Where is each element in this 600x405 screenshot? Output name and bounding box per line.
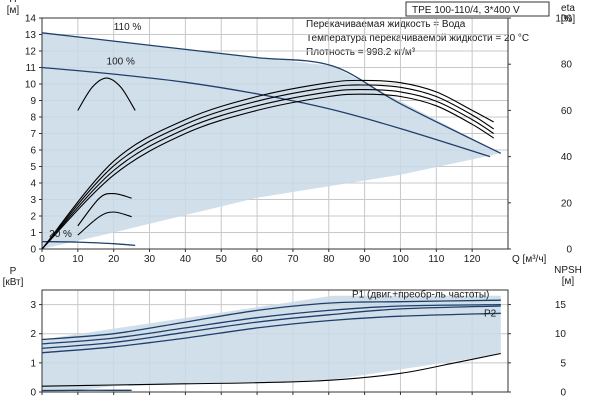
- top-x-tick-label: 30: [144, 254, 156, 265]
- top-right-tick-label: 80: [561, 60, 573, 71]
- fluid-notes: Перекачиваемая жидкость = Вода Температу…: [306, 19, 529, 58]
- top-x-tick-label: 80: [323, 254, 335, 265]
- bottom-right-tick-label: 0: [560, 388, 566, 399]
- bottom-operating-range-area: [42, 296, 501, 392]
- top-left-tick-label: 1: [30, 228, 36, 239]
- top-left-tick-label: 8: [30, 113, 36, 124]
- top-x-tick-label: 90: [359, 254, 371, 265]
- title-box-text: TPE 100-110/4, 3*400 V: [412, 5, 520, 16]
- top-right-tick-label: 20: [561, 198, 573, 209]
- top-left-axis-unit: [м]: [7, 5, 20, 16]
- top-left-tick-label: 11: [26, 63, 37, 74]
- p2-series-label: P2: [484, 308, 497, 319]
- bottom-right-tick-label: 10: [555, 329, 567, 340]
- top-x-tick-label: 100: [392, 254, 409, 265]
- bottom-right-axis-unit: [м]: [562, 276, 575, 287]
- top-x-tick-label: 10: [72, 254, 84, 265]
- top-right-axis-label: eta: [561, 3, 575, 14]
- top-left-tick-label: 12: [25, 47, 37, 58]
- top-x-axis-label: Q [м³/ч]: [512, 254, 547, 265]
- top-left-tick-label: 2: [30, 212, 36, 223]
- curve-label-110: 110 %: [114, 22, 142, 33]
- bottom-left-axis-label: P: [10, 266, 17, 277]
- top-right-tick-label: 60: [561, 106, 573, 117]
- top-x-tick-label: 40: [180, 254, 192, 265]
- bottom-right-axis-label: NPSH: [554, 265, 582, 276]
- bottom-right-tick-label: 5: [560, 358, 566, 369]
- top-left-tick-label: 4: [30, 179, 36, 190]
- top-right-axis-unit: [%]: [561, 14, 576, 25]
- p1-series-label: P1 (двиг.+преобр-ль частоты): [352, 288, 489, 300]
- bottom-left-tick-label: 2: [30, 329, 36, 340]
- top-x-tick-label: 60: [252, 254, 264, 265]
- header-box: TPE 100-110/4, 3*400 V: [406, 2, 549, 16]
- top-x-tick-label: 50: [216, 254, 228, 265]
- bottom-left-axis-unit: [кВт]: [3, 277, 24, 288]
- top-left-tick-label: 14: [25, 14, 37, 25]
- top-x-tick-label: 0: [39, 254, 45, 265]
- bottom-left-tick-label: 1: [30, 358, 36, 369]
- top-x-tick-label: 110: [428, 254, 444, 265]
- top-left-tick-label: 13: [25, 30, 37, 41]
- top-left-tick-label: 9: [30, 96, 36, 107]
- top-right-tick-label: 40: [561, 152, 573, 163]
- top-left-tick-label: 3: [30, 195, 36, 206]
- top-left-tick-label: 6: [30, 146, 36, 157]
- curve-label-100: 100 %: [107, 57, 135, 68]
- top-left-tick-label: 0: [30, 245, 36, 256]
- bottom-left-tick-label: 3: [30, 300, 36, 311]
- top-x-tick-label: 70: [287, 254, 299, 265]
- top-right-tick-label: 0: [566, 245, 572, 256]
- note-fluid: Перекачиваемая жидкость = Вода: [306, 19, 466, 30]
- curve-label-20: 20 %: [49, 229, 72, 240]
- power-npsh-plot: 0 1 2 3 0 5 10 15 P[кВт] NPSH[м] P1 (двиг.+преобр-…: [3, 265, 582, 399]
- top-left-tick-label: 7: [30, 129, 36, 140]
- top-x-tick-label: 20: [108, 254, 120, 265]
- top-x-tick-label: 120: [464, 254, 481, 265]
- bottom-left-tick-label: 0: [30, 388, 36, 399]
- top-left-tick-label: 5: [30, 162, 36, 173]
- top-left-tick-label: 10: [25, 80, 37, 91]
- note-density: Плотность = 998.2 кг/м³: [306, 47, 416, 58]
- bottom-right-tick-label: 15: [555, 300, 567, 311]
